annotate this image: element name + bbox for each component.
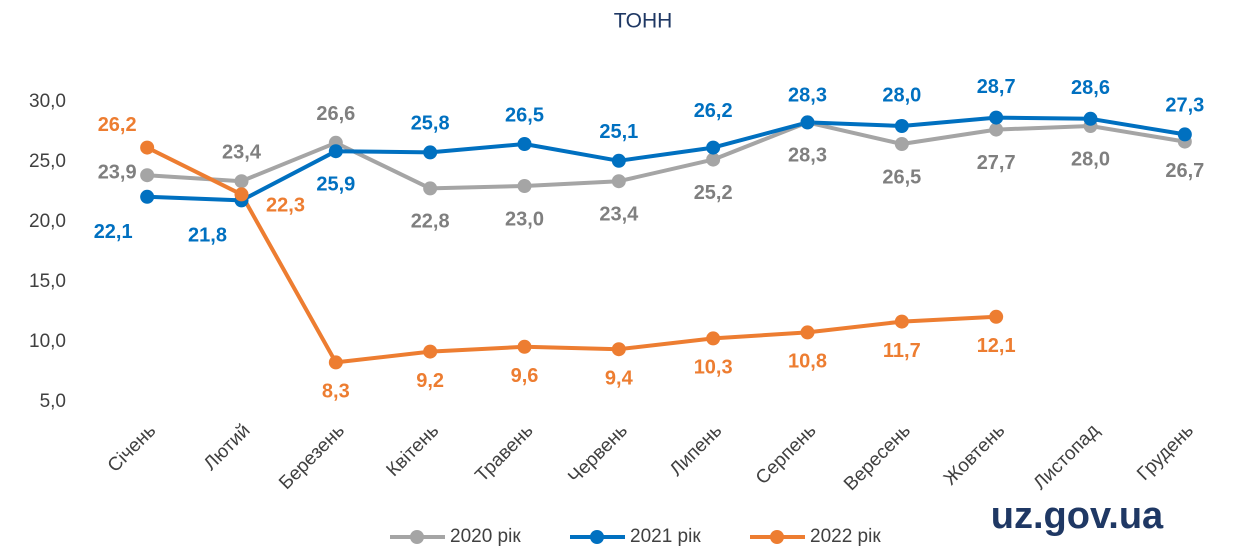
data-label: 25,8: [411, 113, 450, 135]
data-label: 9,2: [416, 370, 444, 392]
point: [611, 342, 626, 357]
data-label: 25,9: [316, 173, 355, 195]
x-tick-label: Грудень: [1133, 420, 1198, 485]
data-label: 12,1: [977, 335, 1016, 357]
chart-title: ТОНН: [614, 10, 673, 33]
x-tick-label: Липень: [666, 420, 726, 480]
point: [706, 152, 721, 167]
data-label: 26,7: [1165, 160, 1204, 182]
data-label: 11,7: [883, 340, 921, 362]
x-tick-label: Лютий: [200, 420, 255, 475]
point: [423, 145, 438, 160]
point: [706, 140, 721, 155]
data-label: 9,4: [605, 367, 634, 389]
data-label: 10,8: [788, 351, 827, 373]
point: [140, 140, 155, 155]
data-label: 26,2: [694, 100, 733, 122]
point: [328, 144, 343, 159]
data-label: 28,0: [882, 84, 921, 106]
point: [611, 153, 626, 168]
point: [517, 339, 532, 354]
x-tick-label: Листопад: [1030, 420, 1104, 494]
data-label: 9,6: [511, 365, 539, 387]
point: [611, 174, 626, 189]
data-label: 28,3: [788, 85, 827, 107]
legend-label: 2020 рік: [450, 526, 521, 547]
data-label: 22,1: [94, 221, 133, 243]
watermark: uz.gov.ua: [991, 495, 1164, 537]
point: [989, 110, 1004, 125]
data-label: 25,1: [599, 121, 638, 143]
data-label: 27,7: [977, 152, 1016, 174]
legend-marker: [590, 530, 604, 544]
point: [423, 344, 438, 359]
point: [706, 331, 721, 346]
point: [517, 137, 532, 151]
point: [234, 174, 249, 189]
point: [328, 355, 343, 370]
legend-label: 2022 рік: [810, 526, 881, 547]
point: [1083, 111, 1098, 126]
data-label: 28,6: [1071, 77, 1110, 99]
x-tick-label: Березень: [275, 420, 349, 494]
data-label: 22,8: [411, 211, 450, 233]
data-label: 26,5: [882, 166, 921, 188]
data-label: 23,0: [505, 208, 544, 230]
y-tick-label: 20,0: [29, 211, 66, 232]
data-label: 21,8: [188, 225, 227, 247]
y-tick-label: 30,0: [29, 91, 66, 112]
series-line: [146, 145, 997, 365]
series-line: [147, 120, 1186, 191]
data-label: 8,3: [322, 381, 350, 403]
data-label: 27,3: [1165, 95, 1204, 117]
data-label: 22,3: [266, 195, 305, 217]
data-label: 23,4: [222, 141, 262, 163]
data-label: 10,3: [694, 357, 733, 379]
series-line: [147, 115, 1186, 203]
point: [140, 168, 155, 183]
point: [234, 187, 249, 202]
point: [989, 309, 1004, 324]
data-label: 23,9: [98, 161, 137, 183]
point: [800, 115, 815, 130]
point: [894, 137, 909, 151]
y-tick-label: 10,0: [29, 331, 66, 352]
x-tick-label: Січень: [104, 420, 160, 476]
data-label: 26,5: [505, 104, 544, 126]
x-tick-label: Вересень: [840, 420, 915, 495]
y-tick-label: 5,0: [40, 391, 66, 412]
y-tick-label: 25,0: [29, 151, 66, 172]
y-tick-label: 15,0: [29, 271, 66, 292]
data-label: 26,2: [98, 114, 137, 136]
x-tick-label: Серпень: [752, 420, 821, 489]
x-tick-label: Жовтень: [940, 420, 1009, 489]
x-tick-label: Червень: [564, 420, 632, 488]
point: [989, 122, 1004, 137]
x-tick-label: Квітень: [383, 420, 444, 481]
data-label: 28,7: [977, 76, 1016, 98]
data-label: 26,6: [316, 103, 355, 125]
point: [140, 189, 155, 204]
point: [517, 179, 532, 193]
data-label: 23,4: [599, 203, 639, 225]
point: [1177, 127, 1192, 142]
legend-marker: [410, 530, 424, 544]
data-label: 28,0: [1071, 148, 1110, 170]
point: [894, 314, 909, 329]
x-tick-label: Травень: [471, 420, 537, 486]
point: [894, 119, 909, 133]
legend-label: 2021 рік: [630, 526, 701, 547]
data-label: 28,3: [788, 145, 827, 167]
point: [423, 181, 438, 196]
legend-marker: [770, 530, 784, 544]
point: [800, 325, 815, 340]
data-label: 25,2: [694, 182, 733, 204]
